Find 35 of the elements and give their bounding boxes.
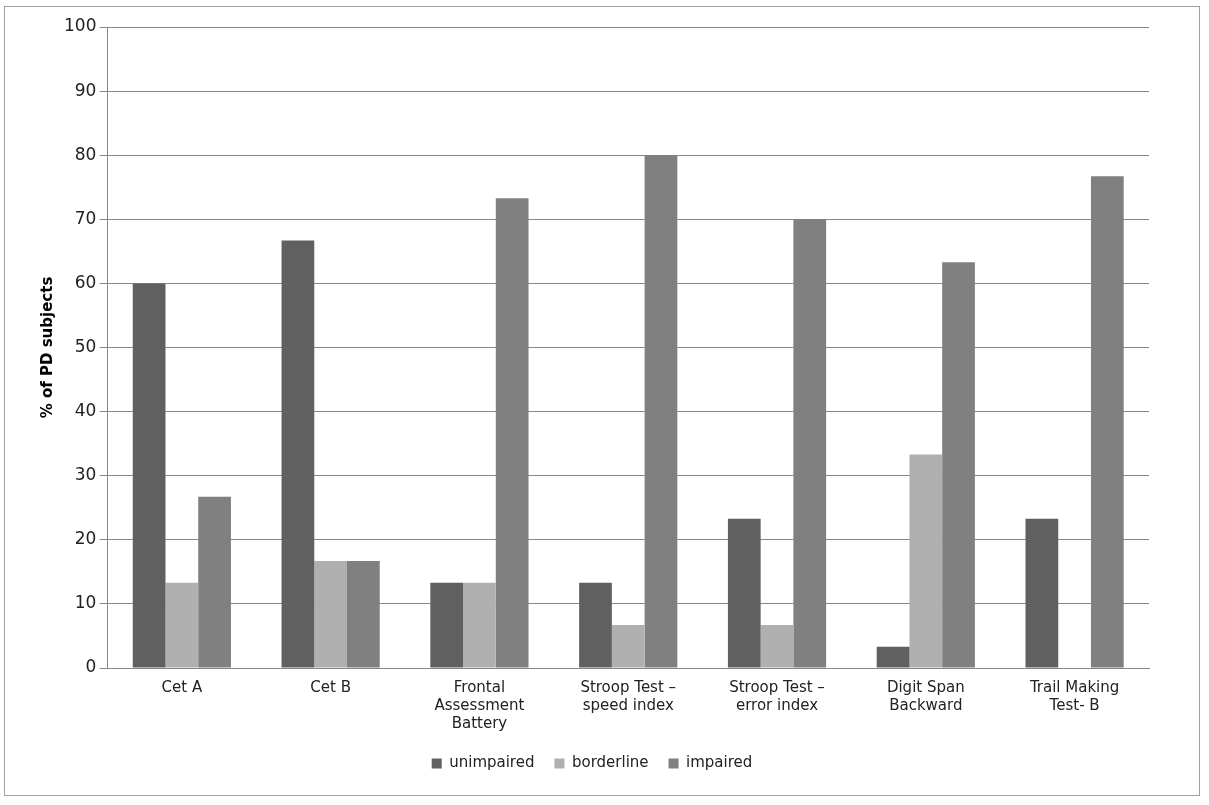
bar xyxy=(430,582,464,668)
bar xyxy=(463,582,496,668)
y-tick-label: 30 xyxy=(74,464,97,485)
y-tick-label: 100 xyxy=(63,15,97,36)
legend-label: impaired xyxy=(686,753,753,772)
x-tick-label: Stroop Test – error index xyxy=(729,677,825,714)
x-tick-label: Frontal Assessment Battery xyxy=(434,677,525,732)
bar xyxy=(760,625,794,668)
x-tick-label: Cet B xyxy=(310,677,351,696)
bar xyxy=(314,560,348,668)
legend-label: borderline xyxy=(571,753,649,772)
bar xyxy=(876,646,910,668)
y-tick-label: 80 xyxy=(74,143,97,164)
y-axis-title: % of PD subjects xyxy=(37,276,56,419)
bar xyxy=(281,240,315,668)
y-tick-label: 20 xyxy=(74,528,97,549)
x-tick-label: Cet A xyxy=(161,677,203,696)
bar xyxy=(727,518,761,668)
y-tick-label: 90 xyxy=(74,79,97,100)
y-tick-label: 40 xyxy=(74,400,97,421)
x-tick-label: Digit Span Backward xyxy=(886,677,965,714)
x-tick-label: Trail Making Test- B xyxy=(1028,677,1120,714)
y-tick-label: 50 xyxy=(74,335,97,356)
bar xyxy=(909,454,943,668)
bar xyxy=(132,283,166,668)
legend-label: unimpaired xyxy=(449,753,535,772)
y-tick-label: 70 xyxy=(74,207,97,228)
y-tick-label: 60 xyxy=(74,271,97,292)
x-tick-label: Stroop Test – speed index xyxy=(580,677,677,714)
y-tick-label: 0 xyxy=(85,656,97,677)
y-tick-label: 10 xyxy=(74,592,97,613)
bar xyxy=(1025,518,1059,668)
bar xyxy=(611,625,645,668)
bar xyxy=(579,582,612,668)
bar xyxy=(165,582,199,668)
